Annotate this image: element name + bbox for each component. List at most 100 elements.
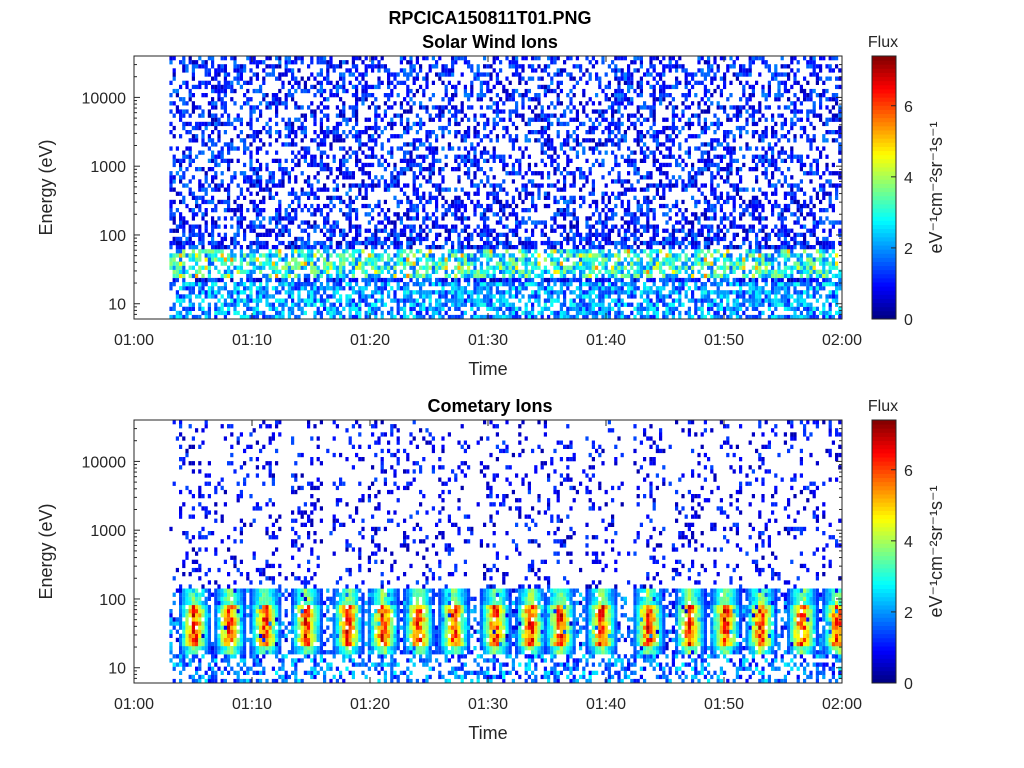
- heatmap-cell: [425, 109, 429, 114]
- heatmap-cell: [486, 232, 490, 237]
- heatmap-cell: [287, 175, 291, 180]
- heatmap-cell: [211, 216, 215, 221]
- heatmap-cell: [659, 261, 663, 266]
- heatmap-cell: [454, 109, 458, 114]
- heatmap-cell: [393, 240, 397, 246]
- heatmap-cell: [255, 236, 259, 242]
- heatmap-cell: [403, 56, 407, 61]
- heatmap-cell: [649, 134, 653, 139]
- heatmap-cell: [598, 212, 602, 217]
- heatmap-cell: [649, 183, 653, 188]
- heatmap-cell: [252, 249, 256, 254]
- heatmap-cell: [611, 109, 615, 114]
- heatmap-cell: [339, 60, 343, 65]
- heatmap-cell: [214, 249, 218, 254]
- heatmap-cell: [396, 183, 400, 188]
- heatmap-cell: [364, 117, 368, 122]
- heatmap-cell: [387, 68, 391, 73]
- heatmap-cell: [582, 146, 586, 151]
- heatmap-cell: [278, 257, 282, 262]
- heatmap-cell: [601, 109, 605, 114]
- heatmap-cell: [262, 93, 266, 98]
- heatmap-cell: [249, 199, 253, 205]
- heatmap-cell: [281, 167, 285, 172]
- heatmap-cell: [348, 146, 352, 151]
- heatmap-cell: [182, 121, 186, 127]
- heatmap-cell: [550, 253, 554, 258]
- heatmap-cell: [246, 101, 250, 106]
- heatmap-cell: [278, 64, 282, 69]
- heatmap-cell: [435, 195, 439, 200]
- heatmap-cell: [303, 253, 307, 258]
- heatmap-cell: [217, 224, 221, 229]
- heatmap-cell: [422, 208, 426, 213]
- heatmap-cell: [255, 265, 259, 270]
- heatmap-cell: [470, 273, 474, 279]
- heatmap-cell: [476, 97, 480, 102]
- heatmap-cell: [259, 212, 263, 217]
- heatmap-cell: [329, 277, 333, 283]
- heatmap-cell: [569, 265, 573, 270]
- heatmap-cell: [607, 273, 611, 279]
- heatmap-cell: [175, 294, 179, 299]
- heatmap-cell: [191, 240, 195, 246]
- heatmap-cell: [227, 158, 231, 163]
- heatmap-cell: [294, 286, 298, 291]
- heatmap-cell: [467, 171, 471, 176]
- heatmap-cell: [300, 253, 304, 258]
- heatmap-cell: [457, 282, 461, 287]
- heatmap-cell: [252, 171, 256, 176]
- heatmap-cell: [230, 261, 234, 266]
- heatmap-cell: [358, 228, 362, 233]
- heatmap-cell: [431, 130, 435, 135]
- heatmap-cell: [281, 286, 285, 291]
- heatmap-cell: [348, 306, 352, 311]
- heatmap-cell: [207, 257, 211, 262]
- heatmap-cell: [223, 56, 227, 61]
- heatmap-cell: [355, 64, 359, 69]
- heatmap-cell: [236, 117, 240, 122]
- heatmap-cell: [294, 273, 298, 279]
- heatmap-cell: [262, 199, 266, 205]
- heatmap-cell: [476, 302, 480, 307]
- heatmap-cell: [566, 240, 570, 246]
- heatmap-cell: [300, 249, 304, 254]
- heatmap-cell: [268, 125, 272, 131]
- heatmap-cell: [476, 286, 480, 291]
- heatmap-cell: [284, 216, 288, 221]
- heatmap-cell: [431, 257, 435, 262]
- heatmap-cell: [396, 261, 400, 266]
- heatmap-cell: [585, 240, 589, 246]
- heatmap-cell: [220, 277, 224, 283]
- heatmap-cell: [435, 146, 439, 151]
- heatmap-cell: [659, 294, 663, 299]
- heatmap-cell: [643, 142, 647, 147]
- heatmap-cell: [441, 68, 445, 73]
- heatmap-cell: [339, 199, 343, 205]
- heatmap-cell: [265, 253, 269, 258]
- heatmap-cell: [463, 273, 467, 279]
- heatmap-cell: [403, 142, 407, 147]
- heatmap-cell: [463, 277, 467, 283]
- heatmap-cell: [390, 88, 394, 94]
- heatmap-cell: [540, 306, 544, 311]
- heatmap-cell: [335, 80, 339, 85]
- heatmap-cell: [422, 220, 426, 225]
- heatmap-cell: [211, 179, 215, 184]
- heatmap-cell: [620, 113, 624, 118]
- heatmap-cell: [191, 68, 195, 73]
- heatmap-cell: [492, 294, 496, 299]
- heatmap-cell: [335, 187, 339, 192]
- heatmap-cell: [547, 121, 551, 127]
- heatmap-cell: [383, 265, 387, 270]
- heatmap-cell: [585, 179, 589, 184]
- heatmap-cell: [316, 60, 320, 65]
- heatmap-cell: [278, 183, 282, 188]
- heatmap-cell: [623, 76, 627, 81]
- heatmap-cell: [303, 265, 307, 270]
- heatmap-cell: [223, 232, 227, 237]
- heatmap-cell: [169, 314, 173, 320]
- heatmap-cell: [646, 261, 650, 266]
- heatmap-cell: [220, 199, 224, 205]
- heatmap-cell: [211, 240, 215, 246]
